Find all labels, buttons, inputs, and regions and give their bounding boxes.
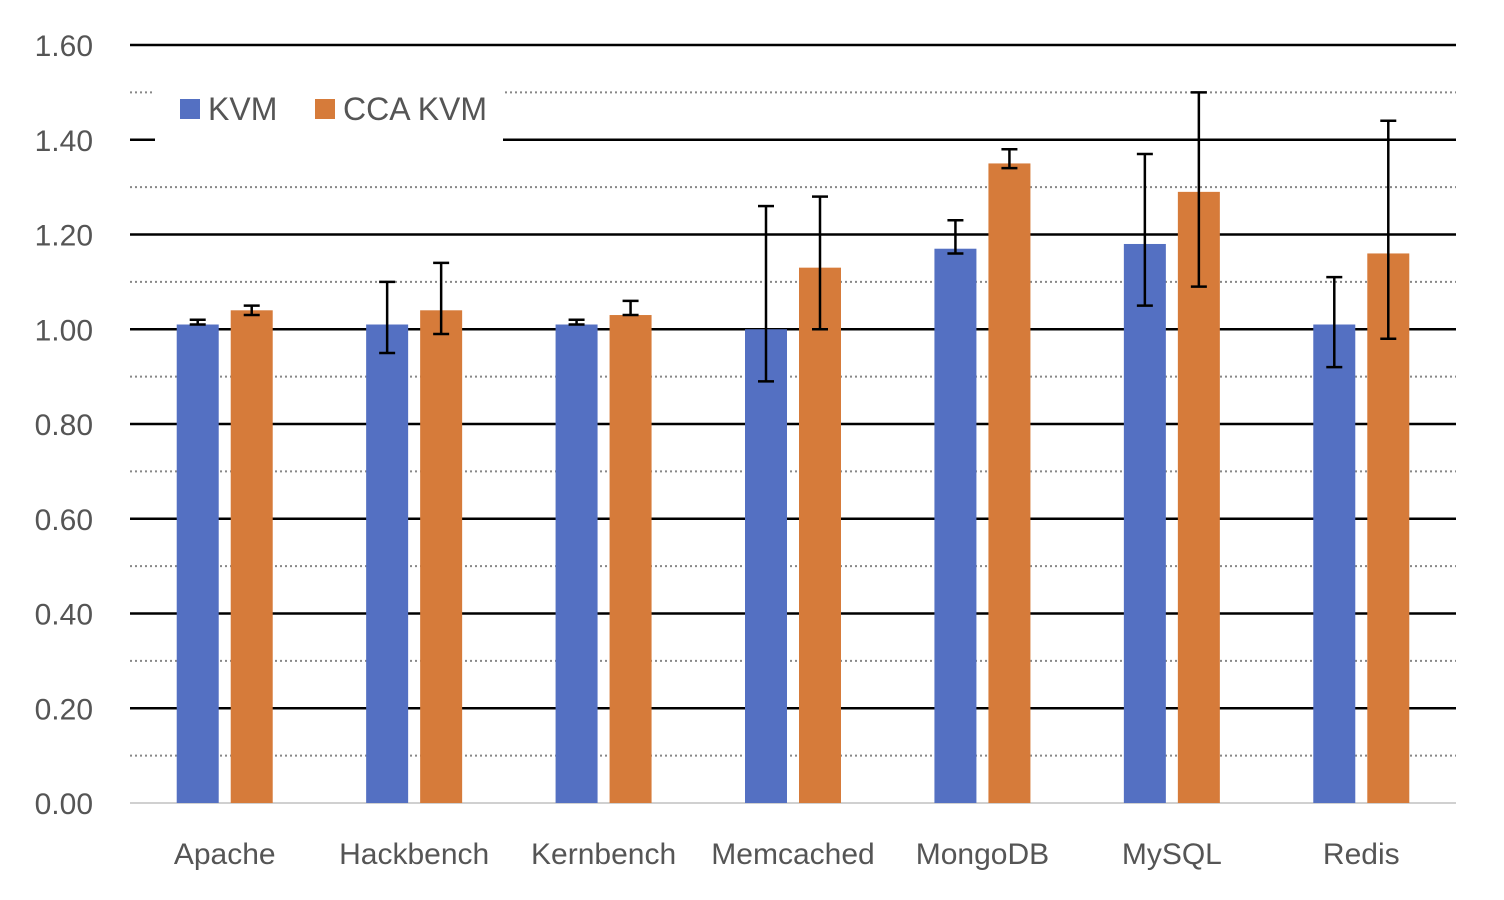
x-category-label: MongoDB bbox=[916, 838, 1049, 871]
legend: KVM CCA KVM bbox=[155, 72, 503, 144]
bar-cca-kvm-kernbench bbox=[609, 315, 652, 803]
y-tick-label: 0.40 bbox=[35, 599, 93, 632]
y-tick-label: 1.20 bbox=[35, 220, 93, 253]
x-category-label: Memcached bbox=[711, 838, 874, 871]
legend-label: KVM bbox=[208, 91, 277, 127]
bar-kvm-apache bbox=[176, 324, 219, 803]
legend-label: CCA KVM bbox=[343, 91, 487, 127]
error-bars bbox=[189, 91, 1397, 383]
y-tick-label: 0.80 bbox=[35, 409, 93, 442]
y-tick-label: 0.00 bbox=[35, 788, 93, 821]
bar-kvm-kernbench bbox=[555, 324, 598, 803]
bar-cca-kvm-hackbench bbox=[420, 310, 463, 803]
bar-kvm-hackbench bbox=[366, 324, 409, 803]
y-tick-label: 1.00 bbox=[35, 314, 93, 347]
x-category-label: Apache bbox=[174, 838, 276, 871]
bar-kvm-mongodb bbox=[934, 248, 977, 803]
bar-cca-kvm-mongodb bbox=[988, 163, 1031, 803]
y-axis: 0.00 0.20 0.40 0.60 0.80 1.00 1.20 1.40 1.60 bbox=[35, 30, 93, 821]
gridlines bbox=[130, 43, 1456, 804]
bar-kvm-redis bbox=[1313, 324, 1356, 803]
x-category-label: Hackbench bbox=[339, 838, 489, 871]
bar-kvm-mysql bbox=[1123, 243, 1166, 804]
legend-swatch-kvm bbox=[180, 99, 200, 119]
bar-kvm-memcached bbox=[745, 329, 787, 803]
y-tick-label: 1.60 bbox=[35, 30, 93, 63]
bar-cca-kvm-apache bbox=[230, 310, 273, 803]
x-category-label: MySQL bbox=[1122, 838, 1222, 871]
x-category-label: Kernbench bbox=[531, 838, 676, 871]
bars bbox=[176, 163, 1410, 804]
bar-cca-kvm-redis bbox=[1367, 253, 1410, 803]
bar-cca-kvm-mysql bbox=[1177, 191, 1220, 804]
bar-cca-kvm-memcached bbox=[799, 267, 841, 804]
legend-swatch-cca-kvm bbox=[315, 99, 335, 119]
y-tick-label: 1.40 bbox=[35, 125, 93, 158]
x-axis: Apache Hackbench Kernbench Memcached MongoDB… bbox=[174, 838, 1400, 871]
x-category-label: Redis bbox=[1323, 838, 1400, 871]
y-tick-label: 0.20 bbox=[35, 693, 93, 726]
y-tick-label: 0.60 bbox=[35, 504, 93, 537]
